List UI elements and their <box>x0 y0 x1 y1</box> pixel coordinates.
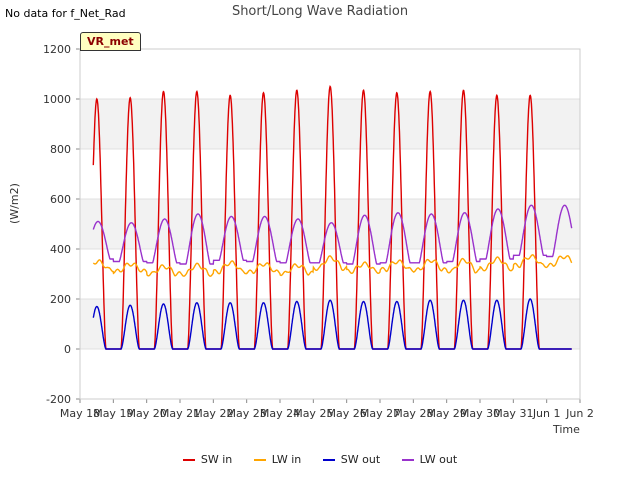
x-tick-label: May 24 <box>260 407 300 420</box>
y-tick-label: 1200 <box>43 43 71 56</box>
legend-swatch-lw-in <box>253 459 266 461</box>
x-tick-label: May 22 <box>193 407 233 420</box>
y-tick-label: 800 <box>50 143 71 156</box>
x-tick-label: May 30 <box>460 407 500 420</box>
background-band <box>80 299 580 349</box>
site-badge: VR_met <box>80 32 141 51</box>
x-tick-label: May 27 <box>360 407 400 420</box>
x-tick-label: May 29 <box>427 407 467 420</box>
legend-swatch-sw-out <box>322 459 335 461</box>
y-tick-label: 1000 <box>43 93 71 106</box>
background-band <box>80 99 580 149</box>
y-axis-label: (W/m2) <box>8 183 21 224</box>
x-axis-label: Time <box>553 423 580 436</box>
legend-label-lw-out: LW out <box>419 453 458 466</box>
y-tick-label: 400 <box>50 243 71 256</box>
no-data-note: No data for f_Net_Rad <box>5 7 126 20</box>
y-tick-label: -200 <box>46 393 71 406</box>
legend-label-sw-in: SW in <box>200 453 233 466</box>
y-axis-ticks: -200 0 200 400 600 800 1000 1200 <box>43 43 80 406</box>
legend-item-lw-out: LW out <box>401 453 458 466</box>
x-tick-label: May 23 <box>227 407 267 420</box>
series-lines <box>92 85 573 350</box>
plot-frame <box>79 48 581 400</box>
y-tick-label: 600 <box>50 193 71 206</box>
series-sw-out <box>92 298 572 350</box>
legend-swatch-lw-out <box>401 459 414 461</box>
x-tick-label: Jun 1 <box>532 407 561 420</box>
x-tick-label: May 26 <box>327 407 367 420</box>
x-tick-label: May 28 <box>393 407 433 420</box>
series-lw-out <box>92 204 573 265</box>
legend-item-sw-out: SW out <box>322 453 381 466</box>
x-tick-label: May 20 <box>127 407 167 420</box>
x-tick-label: May 31 <box>493 407 533 420</box>
series-lw-in <box>92 254 573 277</box>
legend-item-sw-in: SW in <box>182 453 233 466</box>
x-tick-label: May 18 <box>60 407 100 420</box>
legend-item-lw-in: LW in <box>253 453 302 466</box>
y-tick-label: 0 <box>64 343 71 356</box>
legend-label-sw-out: SW out <box>340 453 381 466</box>
chart-title: Short/Long Wave Radiation <box>231 4 409 19</box>
legend-label-lw-in: LW in <box>271 453 302 466</box>
legend: SW in LW in SW out LW out <box>0 453 640 466</box>
x-tick-label: May 21 <box>160 407 200 420</box>
legend-swatch-sw-in <box>182 459 195 461</box>
x-tick-label: Jun 2 <box>565 407 594 420</box>
x-tick-label: May 19 <box>93 407 133 420</box>
y-tick-label: 200 <box>50 293 71 306</box>
x-tick-label: May 25 <box>293 407 333 420</box>
